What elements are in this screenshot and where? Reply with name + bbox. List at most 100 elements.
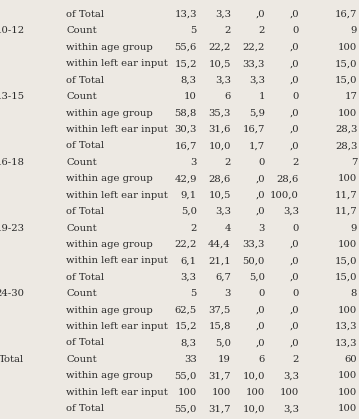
Text: 15,8: 15,8 [208, 322, 231, 331]
Text: ,0: ,0 [289, 256, 299, 265]
Text: 6: 6 [225, 92, 231, 101]
Text: 15,0: 15,0 [335, 59, 357, 68]
Text: 22,2: 22,2 [243, 43, 265, 52]
Text: 5: 5 [190, 26, 197, 36]
Text: 15,2: 15,2 [174, 59, 197, 68]
Text: 0: 0 [293, 223, 299, 233]
Text: 28,6: 28,6 [277, 174, 299, 183]
Text: 3,3: 3,3 [283, 371, 299, 380]
Text: 31,7: 31,7 [208, 404, 231, 413]
Text: 15,0: 15,0 [335, 273, 357, 282]
Text: Count: Count [66, 355, 97, 364]
Text: 16,7: 16,7 [174, 141, 197, 150]
Text: within left ear input: within left ear input [66, 256, 168, 265]
Text: ,0: ,0 [255, 207, 265, 216]
Text: 37,5: 37,5 [209, 305, 231, 315]
Text: 30,3: 30,3 [174, 125, 197, 134]
Text: 8: 8 [351, 289, 357, 298]
Text: 6,7: 6,7 [215, 273, 231, 282]
Text: 3,3: 3,3 [283, 207, 299, 216]
Text: 3: 3 [258, 223, 265, 233]
Text: within left ear input: within left ear input [66, 59, 168, 68]
Text: 9: 9 [351, 223, 357, 233]
Text: 3,3: 3,3 [181, 273, 197, 282]
Text: 16,7: 16,7 [243, 125, 265, 134]
Text: 15,0: 15,0 [335, 76, 357, 85]
Text: Total: Total [0, 355, 24, 364]
Text: ,0: ,0 [289, 76, 299, 85]
Text: 15,0: 15,0 [335, 256, 357, 265]
Text: 44,4: 44,4 [208, 240, 231, 249]
Text: 3: 3 [224, 289, 231, 298]
Text: 5,9: 5,9 [249, 109, 265, 118]
Text: 16-18: 16-18 [0, 158, 24, 167]
Text: of Total: of Total [66, 273, 104, 282]
Text: 8,3: 8,3 [181, 76, 197, 85]
Text: 10: 10 [184, 92, 197, 101]
Text: 100: 100 [338, 305, 357, 315]
Text: 13,3: 13,3 [335, 322, 357, 331]
Text: of Total: of Total [66, 404, 104, 413]
Text: within age group: within age group [66, 305, 153, 315]
Text: of Total: of Total [66, 10, 104, 19]
Text: 100: 100 [338, 109, 357, 118]
Text: 1,7: 1,7 [249, 141, 265, 150]
Text: 3,3: 3,3 [283, 404, 299, 413]
Text: 3,3: 3,3 [215, 207, 231, 216]
Text: ,0: ,0 [289, 43, 299, 52]
Text: ,0: ,0 [255, 10, 265, 19]
Text: 0: 0 [258, 289, 265, 298]
Text: 35,3: 35,3 [209, 109, 231, 118]
Text: within age group: within age group [66, 109, 153, 118]
Text: 10,0: 10,0 [242, 371, 265, 380]
Text: 3,3: 3,3 [249, 76, 265, 85]
Text: 9,1: 9,1 [181, 191, 197, 200]
Text: 100: 100 [338, 174, 357, 183]
Text: 6,1: 6,1 [181, 256, 197, 265]
Text: 11,7: 11,7 [335, 191, 357, 200]
Text: 3,3: 3,3 [215, 76, 231, 85]
Text: 7: 7 [351, 158, 357, 167]
Text: ,0: ,0 [289, 109, 299, 118]
Text: 22,2: 22,2 [209, 43, 231, 52]
Text: 24-30: 24-30 [0, 289, 24, 298]
Text: 100: 100 [177, 388, 197, 397]
Text: 58,8: 58,8 [174, 109, 197, 118]
Text: ,0: ,0 [289, 10, 299, 19]
Text: of Total: of Total [66, 339, 104, 347]
Text: within age group: within age group [66, 371, 153, 380]
Text: within age group: within age group [66, 174, 153, 183]
Text: 6: 6 [259, 355, 265, 364]
Text: 62,5: 62,5 [174, 305, 197, 315]
Text: Count: Count [66, 289, 97, 298]
Text: within age group: within age group [66, 240, 153, 249]
Text: 33: 33 [184, 355, 197, 364]
Text: Count: Count [66, 26, 97, 36]
Text: 4: 4 [224, 223, 231, 233]
Text: within left ear input: within left ear input [66, 322, 168, 331]
Text: 28,3: 28,3 [335, 125, 357, 134]
Text: ,0: ,0 [289, 305, 299, 315]
Text: 22,2: 22,2 [174, 240, 197, 249]
Text: 2: 2 [258, 26, 265, 36]
Text: 2: 2 [293, 158, 299, 167]
Text: 9: 9 [351, 26, 357, 36]
Text: 100: 100 [338, 371, 357, 380]
Text: 0: 0 [293, 289, 299, 298]
Text: Count: Count [66, 223, 97, 233]
Text: ,0: ,0 [255, 322, 265, 331]
Text: 55,6: 55,6 [174, 43, 197, 52]
Text: 5,0: 5,0 [215, 339, 231, 347]
Text: within left ear input: within left ear input [66, 388, 168, 397]
Text: ,0: ,0 [289, 125, 299, 134]
Text: ,0: ,0 [255, 305, 265, 315]
Text: 21,1: 21,1 [208, 256, 231, 265]
Text: Count: Count [66, 158, 97, 167]
Text: 100: 100 [338, 404, 357, 413]
Text: 33,3: 33,3 [243, 240, 265, 249]
Text: 10-12: 10-12 [0, 26, 24, 36]
Text: 1: 1 [258, 92, 265, 101]
Text: 2: 2 [293, 355, 299, 364]
Text: 33,3: 33,3 [243, 59, 265, 68]
Text: Count: Count [66, 92, 97, 101]
